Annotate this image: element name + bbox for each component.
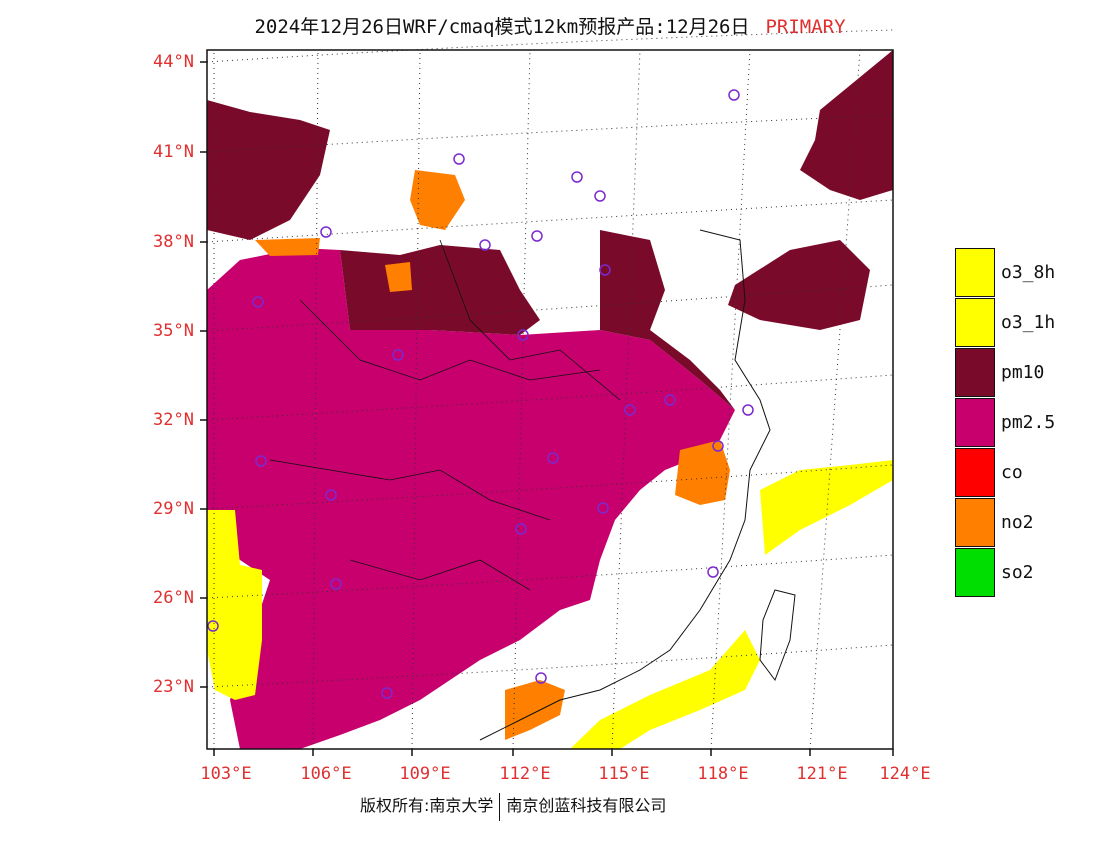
map-frame	[206, 49, 894, 750]
station-markers	[207, 89, 754, 699]
lon-label-112: 112°E	[499, 764, 551, 784]
lat-label-44: 44°N	[153, 52, 194, 72]
pm25-region	[207, 248, 735, 749]
tick-marks	[200, 61, 894, 756]
lat-label-23: 23°N	[153, 677, 194, 697]
lon-label-115: 115°E	[598, 764, 650, 784]
pm10-east	[600, 230, 735, 410]
taiwan-outline	[759, 589, 796, 682]
no2-patch-1	[675, 440, 730, 505]
legend-swatch	[955, 348, 995, 397]
no2-patch-3	[410, 170, 465, 230]
coastline	[479, 229, 771, 741]
legend-swatch	[955, 398, 995, 447]
legend-label: pm2.5	[1001, 412, 1056, 433]
lat-label-41: 41°N	[153, 142, 194, 162]
pm10-korea-sea	[728, 240, 870, 330]
lat-label-35: 35°N	[153, 321, 194, 341]
legend-label: co	[1001, 462, 1023, 483]
legend-swatch	[955, 298, 995, 347]
legend-label: pm10	[1001, 362, 1045, 383]
no2-patch-5	[385, 262, 412, 292]
lon-label-106: 106°E	[300, 764, 352, 784]
legend-label: no2	[1001, 512, 1034, 533]
legend-label: o3_8h	[1001, 262, 1056, 283]
lon-label-118: 118°E	[697, 764, 749, 784]
province-borders	[269, 239, 621, 591]
legend-label: o3_1h	[1001, 312, 1056, 333]
copyright-left: 版权所有:南京大学	[360, 796, 494, 815]
lat-label-32: 32°N	[153, 410, 194, 430]
map-title: 2024年12月26日WRF/cmaq模式12km预报产品:12月26日 PRIM…	[0, 12, 1100, 39]
title-text: 2024年12月26日WRF/cmaq模式12km预报产品:12月26日	[254, 16, 750, 38]
lon-label-121: 121°E	[796, 764, 848, 784]
lon-label-103: 103°E	[200, 764, 252, 784]
pm10-north	[207, 100, 330, 240]
copyright-right: 南京创蓝科技有限公司	[506, 796, 667, 815]
legend-label: so2	[1001, 562, 1034, 583]
legend-swatch	[955, 548, 995, 597]
o3-east-sea	[760, 460, 893, 555]
title-tag: PRIMARY	[765, 16, 846, 38]
lon-label-124: 124°E	[879, 764, 931, 784]
pm10-northeast	[800, 50, 893, 200]
o3-south-sea	[570, 630, 760, 749]
legend-swatch	[955, 448, 995, 497]
lat-label-38: 38°N	[153, 232, 194, 252]
copyright: 版权所有:南京大学 南京创蓝科技有限公司	[360, 792, 666, 821]
pm10-central-band	[340, 245, 540, 335]
lat-label-29: 29°N	[153, 499, 194, 519]
copyright-separator	[499, 792, 501, 821]
lat-label-26: 26°N	[153, 588, 194, 608]
legend-swatch	[955, 498, 995, 547]
o3-southwest	[207, 510, 262, 700]
lon-label-109: 109°E	[399, 764, 451, 784]
no2-patch-4	[255, 238, 320, 256]
legend-swatch	[955, 248, 995, 297]
graticule	[206, 29, 894, 750]
no2-patch-2	[505, 680, 565, 740]
